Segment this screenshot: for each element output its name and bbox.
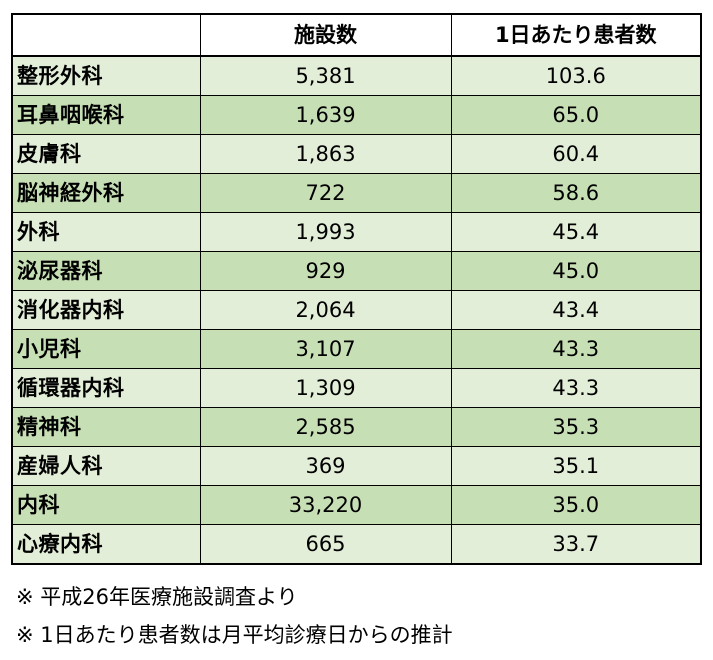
department-cell: 精神科 [11,407,201,447]
facilities-cell: 1,993 [199,212,452,252]
footnotes: ※ 平成26年医療施設調査より ※ 1日あたり患者数は月平均診療日からの推計 [16,580,706,656]
facilities-cell: 722 [199,173,452,213]
patients-per-day-cell: 35.3 [450,407,702,447]
table-row: 心療内科 665 33.7 [11,524,702,565]
facilities-cell: 929 [199,251,452,291]
facilities-cell: 1,863 [199,134,452,174]
patients-per-day-cell: 35.0 [450,485,702,525]
patients-per-day-cell: 103.6 [450,55,702,96]
table-row: 皮膚科 1,863 60.4 [11,134,702,174]
patients-per-day-cell: 35.1 [450,446,702,486]
department-stats-table: 施設数 1日あたり患者数 整形外科 5,381 103.6 耳鼻咽喉科 1,63… [11,13,702,565]
facilities-cell: 3,107 [199,329,452,369]
header-row: 施設数 1日あたり患者数 [11,13,702,57]
table-row: 精神科 2,585 35.3 [11,407,702,447]
department-cell: 消化器内科 [11,290,201,330]
header-cell-patients-per-day: 1日あたり患者数 [450,13,702,57]
facilities-cell: 33,220 [199,485,452,525]
table-row: 泌尿器科 929 45.0 [11,251,702,291]
footnote-source: ※ 平成26年医療施設調査より [16,585,298,609]
footnote-estimate: ※ 1日あたり患者数は月平均診療日からの推計 [16,623,453,647]
department-cell: 耳鼻咽喉科 [11,95,201,135]
facilities-cell: 2,064 [199,290,452,330]
patients-per-day-cell: 58.6 [450,173,702,213]
patients-per-day-cell: 43.3 [450,329,702,369]
patients-per-day-cell: 33.7 [450,524,702,565]
department-cell: 循環器内科 [11,368,201,408]
table-row: 耳鼻咽喉科 1,639 65.0 [11,95,702,135]
department-cell: 内科 [11,485,201,525]
facilities-cell: 665 [199,524,452,565]
department-cell: 皮膚科 [11,134,201,174]
table-row: 循環器内科 1,309 43.3 [11,368,702,408]
department-cell: 外科 [11,212,201,252]
facilities-cell: 369 [199,446,452,486]
table-row: 小児科 3,107 43.3 [11,329,702,369]
table-row: 内科 33,220 35.0 [11,485,702,525]
table-row: 整形外科 5,381 103.6 [11,55,702,96]
facilities-cell: 5,381 [199,55,452,96]
table-body: 整形外科 5,381 103.6 耳鼻咽喉科 1,639 65.0 皮膚科 1,… [11,55,702,565]
patients-per-day-cell: 43.3 [450,368,702,408]
facilities-cell: 2,585 [199,407,452,447]
table-row: 産婦人科 369 35.1 [11,446,702,486]
patients-per-day-cell: 45.0 [450,251,702,291]
table-row: 外科 1,993 45.4 [11,212,702,252]
table-header: 施設数 1日あたり患者数 [11,13,702,57]
patients-per-day-cell: 65.0 [450,95,702,135]
header-cell-department [11,13,201,57]
department-cell: 心療内科 [11,524,201,565]
department-cell: 脳神経外科 [11,173,201,213]
department-cell: 小児科 [11,329,201,369]
patients-per-day-cell: 45.4 [450,212,702,252]
facilities-cell: 1,639 [199,95,452,135]
patients-per-day-cell: 43.4 [450,290,702,330]
table-row: 脳神経外科 722 58.6 [11,173,702,213]
table-row: 消化器内科 2,064 43.4 [11,290,702,330]
department-cell: 産婦人科 [11,446,201,486]
patients-per-day-cell: 60.4 [450,134,702,174]
header-cell-facilities: 施設数 [199,13,452,57]
department-cell: 整形外科 [11,55,201,96]
department-cell: 泌尿器科 [11,251,201,291]
facilities-cell: 1,309 [199,368,452,408]
